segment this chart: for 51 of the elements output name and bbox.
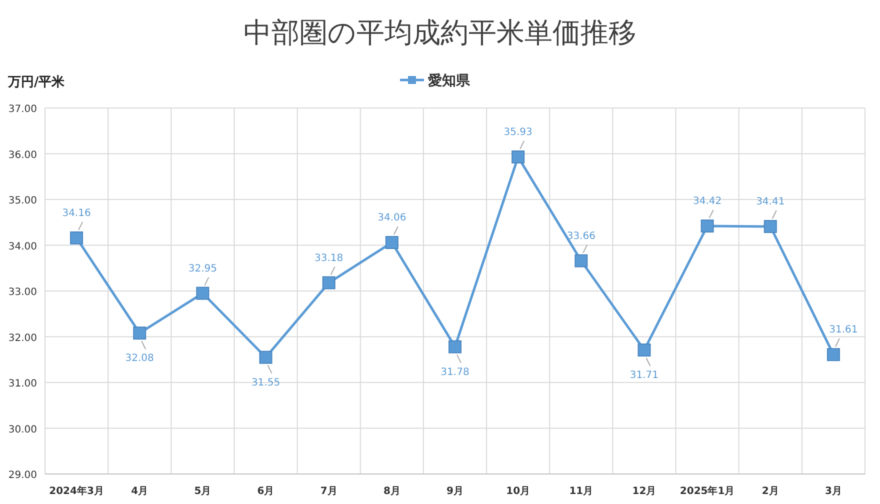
point	[512, 150, 525, 164]
data-label: 32.95	[188, 263, 218, 274]
point	[196, 286, 210, 300]
y-tick-label: 29.00	[8, 470, 37, 481]
data-label: 31.71	[630, 370, 659, 382]
x-tick-label: 11月	[569, 486, 594, 497]
point	[70, 231, 84, 244]
y-tick-label: 35.00	[8, 196, 37, 206]
data-label: 35.93	[504, 126, 532, 138]
y-tick-label: 33.00	[8, 287, 37, 298]
point	[322, 276, 336, 290]
point	[574, 254, 588, 268]
data-label: 34.16	[62, 208, 91, 219]
x-tick-label: 10月	[506, 486, 530, 497]
y-tick-label: 34.00	[8, 241, 37, 252]
data-label: 34.06	[378, 212, 406, 224]
x-tick-label: 2025年1月	[680, 485, 735, 497]
data-label: 31.61	[829, 324, 858, 336]
point	[826, 348, 840, 362]
point	[448, 340, 462, 354]
data-label: 34.42	[692, 196, 722, 208]
y-tick-label: 30.00	[8, 424, 37, 436]
data-label: 32.08	[125, 353, 154, 364]
x-tick-label: 9月	[446, 486, 464, 497]
point	[700, 220, 714, 233]
x-tick-label: 3月	[824, 486, 842, 497]
y-axis-title: 万円/平米	[7, 75, 66, 90]
data-label: 31.78	[440, 366, 470, 378]
y-tick-label: 36.00	[8, 150, 37, 161]
data-label: 33.18	[314, 252, 344, 264]
data-label: 33.66	[566, 230, 596, 242]
data-label: 31.55	[251, 377, 280, 388]
x-tick-label: 2024年3月	[49, 485, 104, 497]
chart-title: 中部圏の平均成約平米単価推移	[244, 16, 636, 49]
legend-label: 愛知県	[428, 73, 471, 89]
point	[385, 236, 398, 250]
x-tick-label: 6月	[257, 486, 274, 497]
x-tick-label: 12月	[632, 486, 656, 497]
y-tick-label: 37.00	[8, 104, 37, 115]
x-tick-label: 2月	[762, 486, 779, 497]
x-tick-label: 7月	[320, 486, 338, 497]
point	[764, 220, 777, 233]
point	[638, 344, 651, 357]
data-label: 34.41	[756, 196, 785, 208]
x-tick-label: 8月	[383, 486, 400, 497]
point	[133, 326, 146, 340]
y-tick-label: 32.00	[8, 332, 37, 344]
x-tick-label: 5月	[194, 486, 212, 497]
point	[259, 350, 272, 364]
x-tick-label: 4月	[131, 486, 148, 497]
y-tick-label: 31.00	[8, 378, 37, 390]
